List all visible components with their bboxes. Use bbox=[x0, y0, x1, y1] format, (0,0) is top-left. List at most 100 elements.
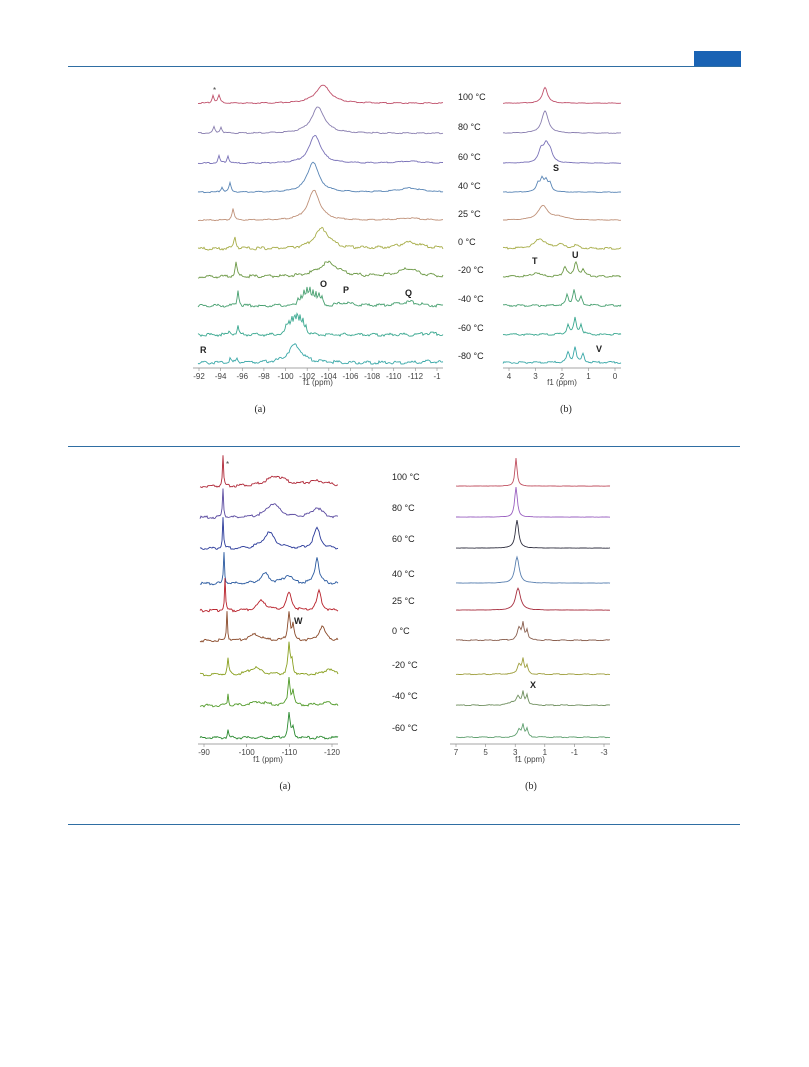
figure2-caption-b: (b) bbox=[525, 781, 537, 792]
figure1-a-axis-tick-label: -102 bbox=[299, 372, 316, 381]
figure1-spectrum-b-trace bbox=[502, 260, 622, 278]
figure1-a-axis-tick-label: -106 bbox=[342, 372, 359, 381]
bottom-rule bbox=[68, 824, 740, 825]
figure2-spectrum-b-trace bbox=[456, 486, 611, 518]
figure1-spectrum-a-trace bbox=[198, 106, 444, 135]
figure2-spectrum-a-trace bbox=[199, 577, 339, 613]
figure2-spectrum-a-trace bbox=[199, 488, 338, 520]
figure1-spectrum-b-trace bbox=[503, 175, 622, 193]
figure1-b-axis-tick-label: 2 bbox=[560, 372, 565, 381]
figure1-a-axis-tick-label: -110 bbox=[386, 372, 402, 381]
figure2-spectrum-a-trace bbox=[199, 455, 339, 489]
figure2-b-axis-tick-label: 3 bbox=[513, 748, 518, 757]
figure1-caption-a: (a) bbox=[254, 404, 266, 415]
figure1-temperature-label: 25 °C bbox=[458, 209, 481, 219]
figure1-a-axis-tick-label: -96 bbox=[236, 372, 248, 381]
figure1-spectrum-b-trace bbox=[502, 238, 622, 250]
figure2-caption-a: (a) bbox=[279, 781, 291, 792]
figure1-temperature-label: -40 °C bbox=[458, 294, 484, 304]
figure1-spectrum-b-trace bbox=[503, 86, 621, 104]
figure2-spectrum-b-trace bbox=[455, 657, 610, 676]
figure1-temperature-label: 60 °C bbox=[458, 152, 481, 162]
figure1-spectrum-b-trace bbox=[503, 139, 622, 164]
figure1-spectrum-a-trace bbox=[197, 260, 444, 279]
figure2-a-axis-tick-label: -120 bbox=[324, 748, 341, 757]
figure1-peak-label: V bbox=[596, 344, 602, 354]
figure2-spectrum-a-trace bbox=[199, 676, 339, 708]
figure2-temperature-label: 0 °C bbox=[392, 626, 410, 636]
figure1-spectrum-a-trace bbox=[197, 286, 444, 308]
figure2-spectrum-b-trace bbox=[455, 690, 611, 707]
figure2-spectrum-b-trace bbox=[455, 621, 610, 642]
figure2-b-axis-xlabel: f1 (ppm) bbox=[515, 755, 545, 764]
figure2-temperature-label: 80 °C bbox=[392, 503, 415, 513]
figure1-spectrum-a-trace bbox=[197, 312, 444, 338]
figure1-spectrum-a-trace bbox=[197, 84, 444, 105]
figure1-spectrum-b-trace bbox=[502, 346, 622, 364]
figure1-b-axis-xlabel: f1 (ppm) bbox=[547, 378, 577, 387]
figure1-a-axis-xlabel: f1 (ppm) bbox=[303, 378, 333, 387]
figure2-temperature-label: 100 °C bbox=[392, 472, 420, 482]
figure1-b-axis-tick-label: 0 bbox=[613, 372, 618, 381]
figure2-a-axis-xlabel: f1 (ppm) bbox=[253, 755, 283, 764]
figure2-spectrum-a-trace bbox=[199, 712, 339, 740]
figure1-temperature-label: 100 °C bbox=[458, 92, 486, 102]
figure2-peak-label: X bbox=[530, 680, 536, 690]
figure2-spectrum-b-trace bbox=[456, 555, 611, 584]
figure1-spectrum-a-trace bbox=[197, 134, 443, 165]
figure1-a-axis-tick-label: -100 bbox=[278, 372, 295, 381]
figure2-temperature-label: 40 °C bbox=[392, 569, 415, 579]
middle-rule bbox=[68, 446, 740, 447]
figure2-temperature-label: 60 °C bbox=[392, 534, 415, 544]
figure2-temperature-label: -40 °C bbox=[392, 691, 418, 701]
figure1-a-axis-tick-label: -104 bbox=[321, 372, 338, 381]
figure1-temperature-label: 80 °C bbox=[458, 122, 481, 132]
figure1-a-axis-tick-label: -98 bbox=[258, 372, 270, 381]
figure1-peak-label: O bbox=[320, 279, 327, 289]
figure2-temperature-label: -60 °C bbox=[392, 723, 418, 733]
figure1-a-axis-tick-label: -1 bbox=[433, 372, 441, 381]
figure2-a-axis-tick-label: -90 bbox=[198, 748, 210, 757]
figure2-b-axis-tick-label: 5 bbox=[483, 748, 488, 757]
figure2-spectrum-b-trace bbox=[456, 723, 611, 739]
figure2-peak-label: W bbox=[294, 616, 303, 626]
figure1-spectrum-b-trace bbox=[502, 316, 622, 337]
figure2-temperature-label: 25 °C bbox=[392, 596, 415, 606]
figure1-a-axis-tick-label: -112 bbox=[408, 372, 424, 381]
figure1-spectrum-a-trace bbox=[197, 161, 444, 194]
figure2-a-axis-tick-label: -100 bbox=[239, 748, 256, 757]
figure2-spectrum-b-trace bbox=[456, 587, 610, 611]
figure1-spectrum-b-trace bbox=[502, 204, 622, 221]
figure2-spectrum-a-trace bbox=[199, 611, 339, 643]
figure1-spectrum-b-trace bbox=[502, 289, 622, 308]
figure2-b-axis-tick-label: -1 bbox=[571, 748, 579, 757]
figure1-spectrum-a-trace bbox=[198, 189, 444, 222]
top-rule bbox=[68, 66, 740, 67]
figure2-b-axis-tick-label: 1 bbox=[543, 748, 548, 757]
figure1-temperature-label: -20 °C bbox=[458, 265, 484, 275]
figure2-star-marker: * bbox=[226, 460, 229, 469]
figure1-temperature-label: -80 °C bbox=[458, 351, 484, 361]
figure1-temperature-label: -60 °C bbox=[458, 323, 484, 333]
figure2-spectrum-b-trace bbox=[456, 458, 611, 487]
figure1-b-axis-tick-label: 1 bbox=[586, 372, 591, 381]
figure1-spectrum-a-trace bbox=[197, 226, 444, 251]
figure1-b-axis-tick-label: 3 bbox=[533, 372, 538, 381]
figure2-b-axis-tick-label: -3 bbox=[600, 748, 608, 757]
figure1-peak-label: S bbox=[553, 163, 559, 173]
figure1-caption-b: (b) bbox=[560, 404, 572, 415]
figure1-peak-label: T bbox=[532, 256, 538, 266]
header-tab bbox=[694, 51, 741, 67]
figure1-temperature-label: 0 °C bbox=[458, 237, 476, 247]
figure2-spectrum-a-trace bbox=[199, 641, 339, 677]
figure1-spectrum-a-trace bbox=[197, 343, 444, 365]
figure2-spectrum-a-trace bbox=[199, 552, 339, 586]
figure1-peak-label: R bbox=[200, 345, 207, 355]
figure2-b-axis-tick-label: 7 bbox=[454, 748, 459, 757]
figure1-a-axis-tick-label: -108 bbox=[364, 372, 381, 381]
figure2-temperature-label: -20 °C bbox=[392, 660, 418, 670]
figure1-spectrum-b-trace bbox=[502, 110, 622, 134]
figure1-b-axis-tick-label: 4 bbox=[507, 372, 512, 381]
figure2-spectrum-a-trace bbox=[199, 517, 339, 550]
